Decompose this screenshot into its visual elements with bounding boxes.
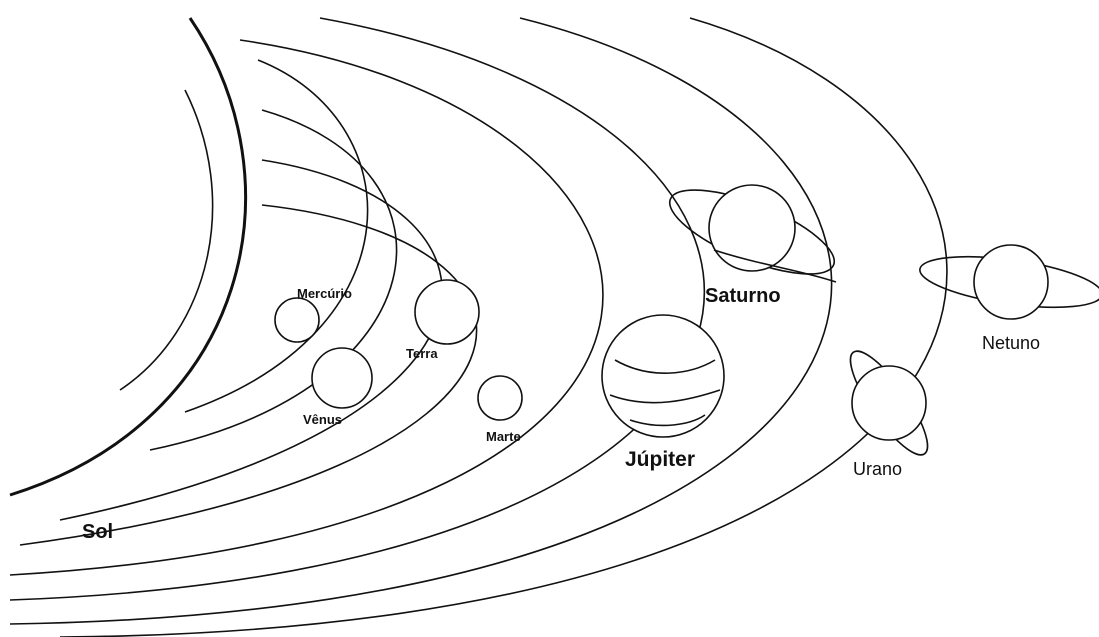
mercury	[275, 298, 319, 342]
sun-inner-line	[120, 90, 213, 390]
jupiter	[602, 315, 724, 437]
label: Urano	[853, 459, 902, 479]
orbit	[60, 18, 947, 637]
neptune	[974, 245, 1048, 319]
label: Marte	[486, 429, 521, 444]
saturn	[709, 185, 795, 271]
orbit	[60, 160, 442, 520]
label: Saturno	[705, 285, 781, 307]
uranus	[852, 366, 926, 440]
label: Sol	[82, 521, 113, 543]
solar-system-diagram: Sol Mercúrio Vênus Terra Marte Júpiter S…	[0, 0, 1099, 637]
orbit	[10, 18, 704, 600]
orbit	[20, 205, 477, 545]
label: Júpiter	[625, 448, 695, 471]
mars	[478, 376, 522, 420]
venus	[312, 348, 372, 408]
label: Mercúrio	[297, 286, 352, 301]
sun-edge	[10, 18, 246, 495]
label: Netuno	[982, 333, 1040, 353]
label: Vênus	[303, 412, 342, 427]
earth	[415, 280, 479, 344]
label: Terra	[406, 346, 438, 361]
